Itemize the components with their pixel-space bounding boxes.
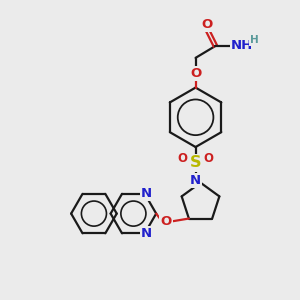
- Text: H: H: [250, 35, 258, 45]
- Text: O: O: [160, 215, 172, 228]
- Text: O: O: [203, 152, 214, 165]
- Text: N: N: [141, 227, 152, 240]
- Text: O: O: [202, 18, 213, 31]
- Text: S: S: [190, 155, 201, 170]
- Text: N: N: [141, 188, 152, 200]
- Text: NH: NH: [231, 40, 253, 52]
- Text: N: N: [190, 174, 201, 187]
- Text: O: O: [178, 152, 188, 165]
- Text: O: O: [190, 67, 201, 80]
